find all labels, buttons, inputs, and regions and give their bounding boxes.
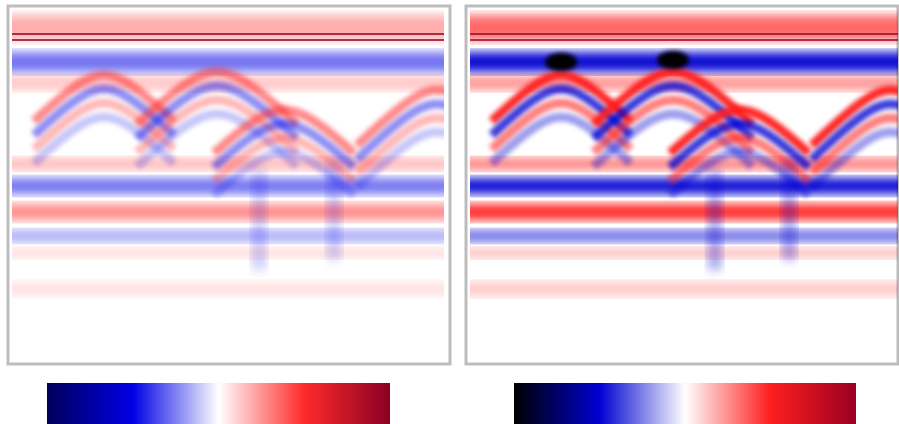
reflection-band xyxy=(12,248,444,258)
streak xyxy=(252,170,266,270)
diffraction-hyperbola xyxy=(808,85,898,149)
streak xyxy=(327,160,341,260)
reflection-band xyxy=(470,15,898,40)
reflection-band xyxy=(12,204,444,220)
reflection-band xyxy=(12,15,444,40)
diffraction-hyperbola xyxy=(808,113,898,177)
reflection-band xyxy=(470,204,898,220)
diffraction-hyperbola xyxy=(211,119,357,171)
diffraction-hyperbola xyxy=(590,67,756,128)
reflection-band xyxy=(470,230,898,242)
diffraction-hyperbola xyxy=(353,113,444,177)
diffraction-hyperbola xyxy=(667,119,812,171)
diffraction-hyperbola xyxy=(488,70,634,125)
diffraction-hyperbola xyxy=(133,67,301,128)
diffraction-hyperbola xyxy=(353,127,444,191)
diffraction-hyperbola xyxy=(353,85,444,149)
streak xyxy=(782,160,797,260)
reflection-band xyxy=(12,230,444,242)
diffraction-hyperbola xyxy=(667,105,812,157)
reflection-band xyxy=(12,282,444,296)
diffraction-hyperbola xyxy=(211,105,357,157)
colorbar xyxy=(514,383,856,424)
radargram-panel xyxy=(470,15,898,296)
diffraction-hyperbola xyxy=(808,99,898,163)
apex-spot xyxy=(657,51,690,69)
apex-spot xyxy=(545,53,578,71)
streak xyxy=(707,170,722,270)
reflection-band xyxy=(470,282,898,296)
reflection-band xyxy=(470,248,898,258)
colorbar xyxy=(47,383,390,424)
diffraction-hyperbola xyxy=(808,127,898,191)
diffraction-hyperbola xyxy=(30,70,178,125)
radargram-panel xyxy=(12,15,444,296)
diffraction-hyperbola xyxy=(353,99,444,163)
reflection-band xyxy=(12,52,444,72)
